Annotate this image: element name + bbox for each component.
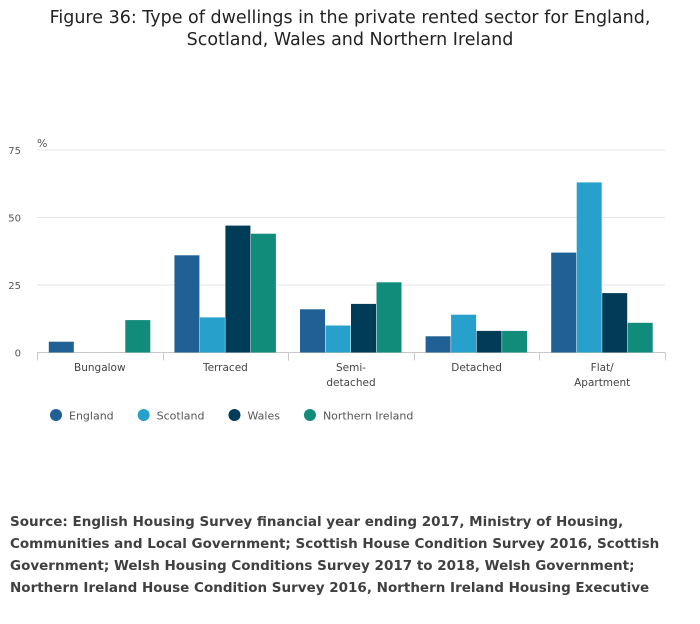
- legend-label: Northern Ireland: [323, 410, 413, 423]
- legend-marker: [228, 409, 241, 421]
- bar-england: [300, 309, 325, 353]
- bar-england: [551, 252, 577, 353]
- bar-northern-ireland: [502, 330, 528, 353]
- x-tick-label: Bungalow: [74, 362, 126, 374]
- x-tick-label: Apartment: [574, 377, 630, 389]
- bar-wales: [225, 225, 251, 353]
- source-note: Source: English Housing Survey financial…: [10, 514, 660, 596]
- chart-title-line-2: Scotland, Wales and Northern Ireland: [186, 30, 514, 50]
- y-tick-label: 25: [8, 281, 21, 292]
- legend-marker: [50, 409, 62, 421]
- y-tick-label: 0: [15, 349, 21, 360]
- y-axis-label: %: [37, 137, 47, 150]
- bar-northern-ireland: [125, 320, 151, 353]
- bar-northern-ireland: [627, 322, 653, 353]
- bar-northern-ireland: [250, 233, 276, 353]
- legend-label: England: [69, 410, 114, 423]
- y-tick-label: 75: [8, 146, 21, 157]
- x-tick-label: Semi-: [336, 362, 366, 374]
- x-tick-label: Detached: [451, 362, 502, 374]
- bar-chart: 0 25 50 75% Bungalow Terraced Semi-detached Det…: [8, 137, 666, 423]
- bar-scotland: [451, 314, 477, 353]
- bar-england: [425, 336, 451, 353]
- bar-wales: [476, 330, 502, 353]
- chart-title: Figure 36: Type of dwellings in the priv…: [0, 7, 700, 51]
- bar-wales: [602, 293, 628, 353]
- chart-title-line-1: Figure 36: Type of dwellings in the priv…: [49, 8, 651, 28]
- x-tick-label: Terraced: [202, 362, 248, 374]
- bar-scotland: [576, 182, 602, 353]
- bar-scotland: [325, 325, 351, 353]
- bar-england: [48, 341, 74, 353]
- legend-label: Scotland: [157, 410, 205, 423]
- legend-label: Wales: [247, 410, 280, 423]
- x-tick-label: detached: [326, 377, 375, 389]
- bar-england: [174, 255, 200, 353]
- bar-wales: [351, 303, 376, 353]
- bar-northern-ireland: [376, 282, 402, 353]
- legend-marker: [137, 409, 150, 421]
- y-tick-label: 50: [8, 214, 21, 225]
- x-tick-label: Flat/: [591, 362, 615, 374]
- legend-marker: [303, 409, 316, 421]
- bar-scotland: [199, 317, 225, 353]
